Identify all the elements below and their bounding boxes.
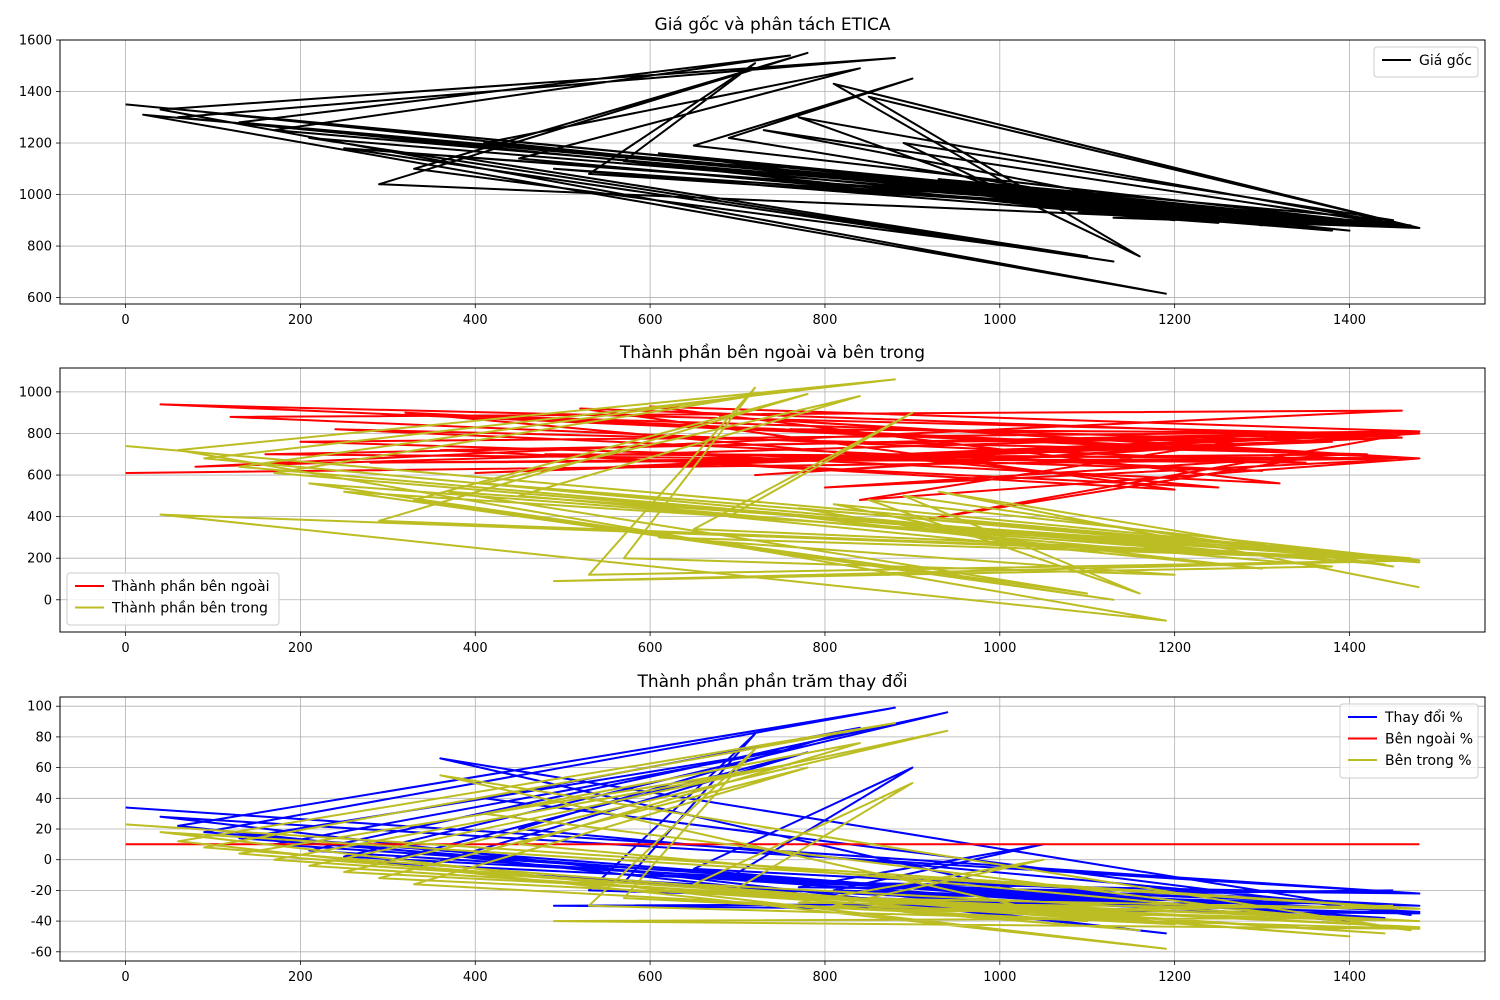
y-tick-label: -40	[31, 915, 52, 930]
y-tick-label: 1600	[19, 34, 52, 49]
x-tick-label: 600	[638, 641, 663, 656]
chart-panel-3: 0 200 400 600 800 1000 1200 1400 -60 -40 -20 0 20 40 6…	[27, 671, 1486, 985]
x-tick-label: 200	[288, 313, 313, 328]
series-group	[125, 51, 1421, 295]
plot-area-frame	[59, 367, 1486, 633]
y-tick-label: 1000	[19, 385, 52, 400]
x-tick-label: 1000	[983, 970, 1016, 985]
x-tick-label: 1200	[1158, 641, 1191, 656]
legend: Thay đổi % Bên ngoài % Bên trong %	[1339, 703, 1479, 779]
x-tick-label: 1000	[983, 641, 1016, 656]
y-tick-label: -20	[31, 884, 52, 899]
y-tick-label: 600	[27, 291, 52, 306]
y-tick-label: 1200	[19, 137, 52, 152]
x-tick-label: 0	[121, 313, 129, 328]
x-tick-label: 1400	[1333, 641, 1366, 656]
y-tick-label: 800	[27, 240, 52, 255]
legend-label: Thành phần bên ngoài	[111, 579, 269, 595]
x-tick-label: 1400	[1333, 970, 1366, 985]
x-tick-label: 800	[813, 970, 838, 985]
y-tick-label: 200	[27, 552, 52, 567]
y-tick-label: 1400	[19, 85, 52, 100]
x-tick-label: 800	[813, 313, 838, 328]
series-line-1	[125, 403, 1421, 520]
legend: Giá gốc	[1373, 46, 1479, 78]
x-tick-label: 1200	[1158, 970, 1191, 985]
y-tick-label: 400	[27, 510, 52, 525]
series-line-3	[125, 722, 1421, 950]
legend-box	[66, 572, 280, 626]
legend-label: Thay đổi %	[1384, 709, 1463, 726]
x-tick-label: 200	[288, 970, 313, 985]
chart-panel-1: 0 200 400 600 800 1000 1200 1400 600 800 1000 1200 1…	[19, 14, 1486, 328]
y-tick-label: 20	[35, 823, 52, 838]
x-tick-label: 600	[638, 313, 663, 328]
x-tick-label: 0	[121, 970, 129, 985]
series-group	[125, 706, 1421, 950]
y-tick-label: 0	[44, 593, 52, 608]
y-tick-label: 1000	[19, 188, 52, 203]
x-tick-label: 0	[121, 641, 129, 656]
legend-label: Bên ngoài %	[1385, 732, 1473, 748]
x-tick-label: 1000	[983, 313, 1016, 328]
x-tick-label: 1200	[1158, 313, 1191, 328]
legend-label: Bên trong %	[1385, 753, 1472, 769]
plot-area-frame	[59, 39, 1486, 305]
x-tick-label: 1400	[1333, 313, 1366, 328]
legend-label: Giá gốc	[1419, 52, 1472, 69]
series-group	[125, 378, 1421, 622]
x-tick-label: 200	[288, 641, 313, 656]
y-tick-label: -60	[31, 945, 52, 960]
chart-title: Giá gốc và phân tách ETICA	[655, 14, 891, 35]
y-tick-label: 800	[27, 427, 52, 442]
series-line-1	[125, 51, 1421, 295]
series-line-1	[125, 706, 1421, 935]
y-tick-label: 60	[35, 761, 52, 776]
y-tick-label: 80	[35, 730, 52, 745]
y-tick-label: 100	[27, 700, 52, 715]
x-tick-label: 400	[463, 641, 488, 656]
x-tick-label: 600	[638, 970, 663, 985]
x-tick-label: 400	[463, 313, 488, 328]
legend-label: Thành phần bên trong	[111, 601, 268, 617]
chart-title: Thành phần phần trăm thay đổi	[636, 671, 907, 692]
y-tick-label: 40	[35, 792, 52, 807]
legend-box	[1373, 46, 1479, 78]
y-tick-label: 600	[27, 469, 52, 484]
chart-title: Thành phần bên ngoài và bên trong	[619, 342, 925, 363]
x-tick-label: 400	[463, 970, 488, 985]
y-tick-label: 0	[44, 853, 52, 868]
x-tick-label: 800	[813, 641, 838, 656]
series-line-2	[125, 378, 1421, 622]
legend: Thành phần bên ngoài Thành phần bên trong	[66, 572, 280, 626]
chart-panel-2: 0 200 400 600 800 1000 1200 1400 0 200 400 600 800 10…	[19, 342, 1486, 656]
